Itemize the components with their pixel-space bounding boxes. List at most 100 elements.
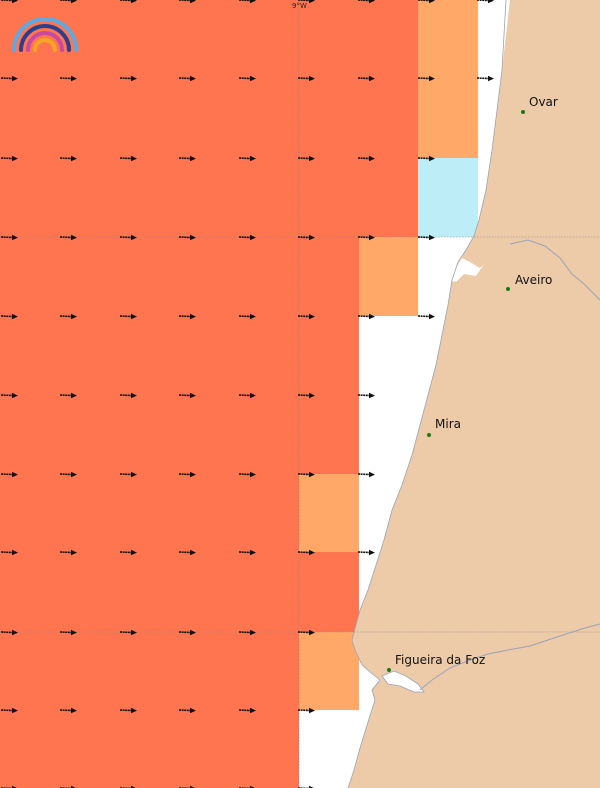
current-arrow bbox=[0, 707, 18, 714]
sea-cell bbox=[299, 552, 359, 632]
logo-arc-inner bbox=[26, 31, 64, 52]
current-arrow bbox=[0, 75, 18, 82]
sea-cell bbox=[0, 474, 299, 788]
current-arrow bbox=[0, 549, 18, 556]
current-arrow bbox=[476, 75, 494, 82]
current-arrow bbox=[59, 629, 77, 636]
current-arrow bbox=[178, 549, 196, 556]
current-arrow bbox=[178, 313, 196, 320]
current-arrow bbox=[297, 707, 315, 714]
current-arrow bbox=[178, 234, 196, 241]
current-arrow bbox=[119, 629, 137, 636]
current-arrow bbox=[238, 234, 256, 241]
current-arrow bbox=[59, 0, 77, 4]
estuary bbox=[381, 670, 425, 693]
current-arrow bbox=[238, 549, 256, 556]
current-arrow bbox=[119, 0, 137, 4]
city-dot bbox=[427, 433, 431, 437]
current-arrow bbox=[119, 75, 137, 82]
current-arrow bbox=[298, 785, 314, 788]
sea-cell bbox=[299, 632, 359, 710]
land-area bbox=[348, 0, 600, 788]
current-arrow bbox=[59, 155, 77, 162]
current-arrow bbox=[297, 234, 315, 241]
current-arrow bbox=[297, 0, 315, 4]
current-arrow bbox=[297, 313, 315, 320]
current-arrow bbox=[0, 0, 18, 4]
sea-cells-medium bbox=[299, 0, 478, 710]
city-markers: Ovar Aveiro Mira Figueira da Foz bbox=[387, 95, 558, 672]
current-arrow bbox=[476, 0, 494, 4]
city-label-ovar: Ovar bbox=[529, 95, 558, 109]
current-arrow bbox=[357, 392, 375, 399]
current-arrow bbox=[1, 785, 17, 788]
current-arrow bbox=[238, 313, 256, 320]
current-arrow bbox=[0, 471, 18, 478]
current-arrow bbox=[357, 155, 375, 162]
current-arrow bbox=[238, 629, 256, 636]
logo-arc-outer bbox=[12, 17, 78, 52]
current-arrow bbox=[238, 707, 256, 714]
current-arrow bbox=[297, 549, 315, 556]
current-arrow bbox=[238, 471, 256, 478]
current-arrow bbox=[59, 75, 77, 82]
current-arrow bbox=[0, 392, 18, 399]
city-dot bbox=[506, 287, 510, 291]
current-arrow bbox=[119, 471, 137, 478]
current-arrow bbox=[119, 707, 137, 714]
current-arrow bbox=[297, 392, 315, 399]
current-arrow bbox=[239, 785, 255, 788]
logo-arc-core bbox=[33, 38, 57, 52]
coastline bbox=[347, 0, 507, 788]
current-arrow bbox=[59, 234, 77, 241]
city-label-mira: Mira bbox=[435, 417, 461, 431]
current-arrow bbox=[357, 471, 375, 478]
current-arrow bbox=[119, 549, 137, 556]
arrow-field bbox=[0, 0, 494, 788]
current-arrow bbox=[60, 785, 76, 788]
current-arrow bbox=[297, 75, 315, 82]
current-arrow bbox=[59, 549, 77, 556]
sea-cells-low bbox=[418, 158, 478, 237]
current-arrow bbox=[357, 234, 375, 241]
current-arrow bbox=[417, 75, 435, 82]
current-arrow bbox=[297, 471, 315, 478]
river-line bbox=[509, 239, 600, 301]
rainbow-logo-icon bbox=[12, 17, 78, 52]
current-arrow bbox=[0, 313, 18, 320]
current-arrow bbox=[357, 75, 375, 82]
sea-cell bbox=[359, 237, 418, 316]
current-arrow bbox=[417, 0, 435, 4]
lagoon bbox=[448, 258, 484, 282]
sea-cell bbox=[299, 474, 359, 552]
river-line bbox=[419, 623, 600, 691]
sea-cell bbox=[418, 0, 478, 158]
current-arrow bbox=[119, 234, 137, 241]
current-arrow bbox=[178, 707, 196, 714]
current-arrow bbox=[179, 785, 195, 788]
current-arrow bbox=[297, 155, 315, 162]
current-arrow bbox=[417, 313, 435, 320]
current-arrow bbox=[0, 234, 18, 241]
current-arrow bbox=[238, 155, 256, 162]
sea-cell bbox=[0, 237, 359, 474]
current-arrow bbox=[120, 785, 136, 788]
current-arrow bbox=[59, 392, 77, 399]
current-arrow bbox=[178, 0, 196, 4]
current-arrow bbox=[0, 629, 18, 636]
current-arrow bbox=[178, 75, 196, 82]
current-arrow bbox=[357, 313, 375, 320]
current-arrow bbox=[59, 471, 77, 478]
current-arrow bbox=[297, 629, 315, 636]
current-arrow bbox=[178, 629, 196, 636]
current-arrow bbox=[59, 313, 77, 320]
graticule-label: 9°W bbox=[292, 2, 307, 10]
current-arrow bbox=[417, 155, 435, 162]
current-arrow bbox=[417, 234, 435, 241]
city-dot bbox=[387, 668, 391, 672]
current-arrow bbox=[178, 392, 196, 399]
current-arrow bbox=[119, 155, 137, 162]
current-arrow bbox=[238, 392, 256, 399]
current-arrow bbox=[357, 0, 375, 4]
